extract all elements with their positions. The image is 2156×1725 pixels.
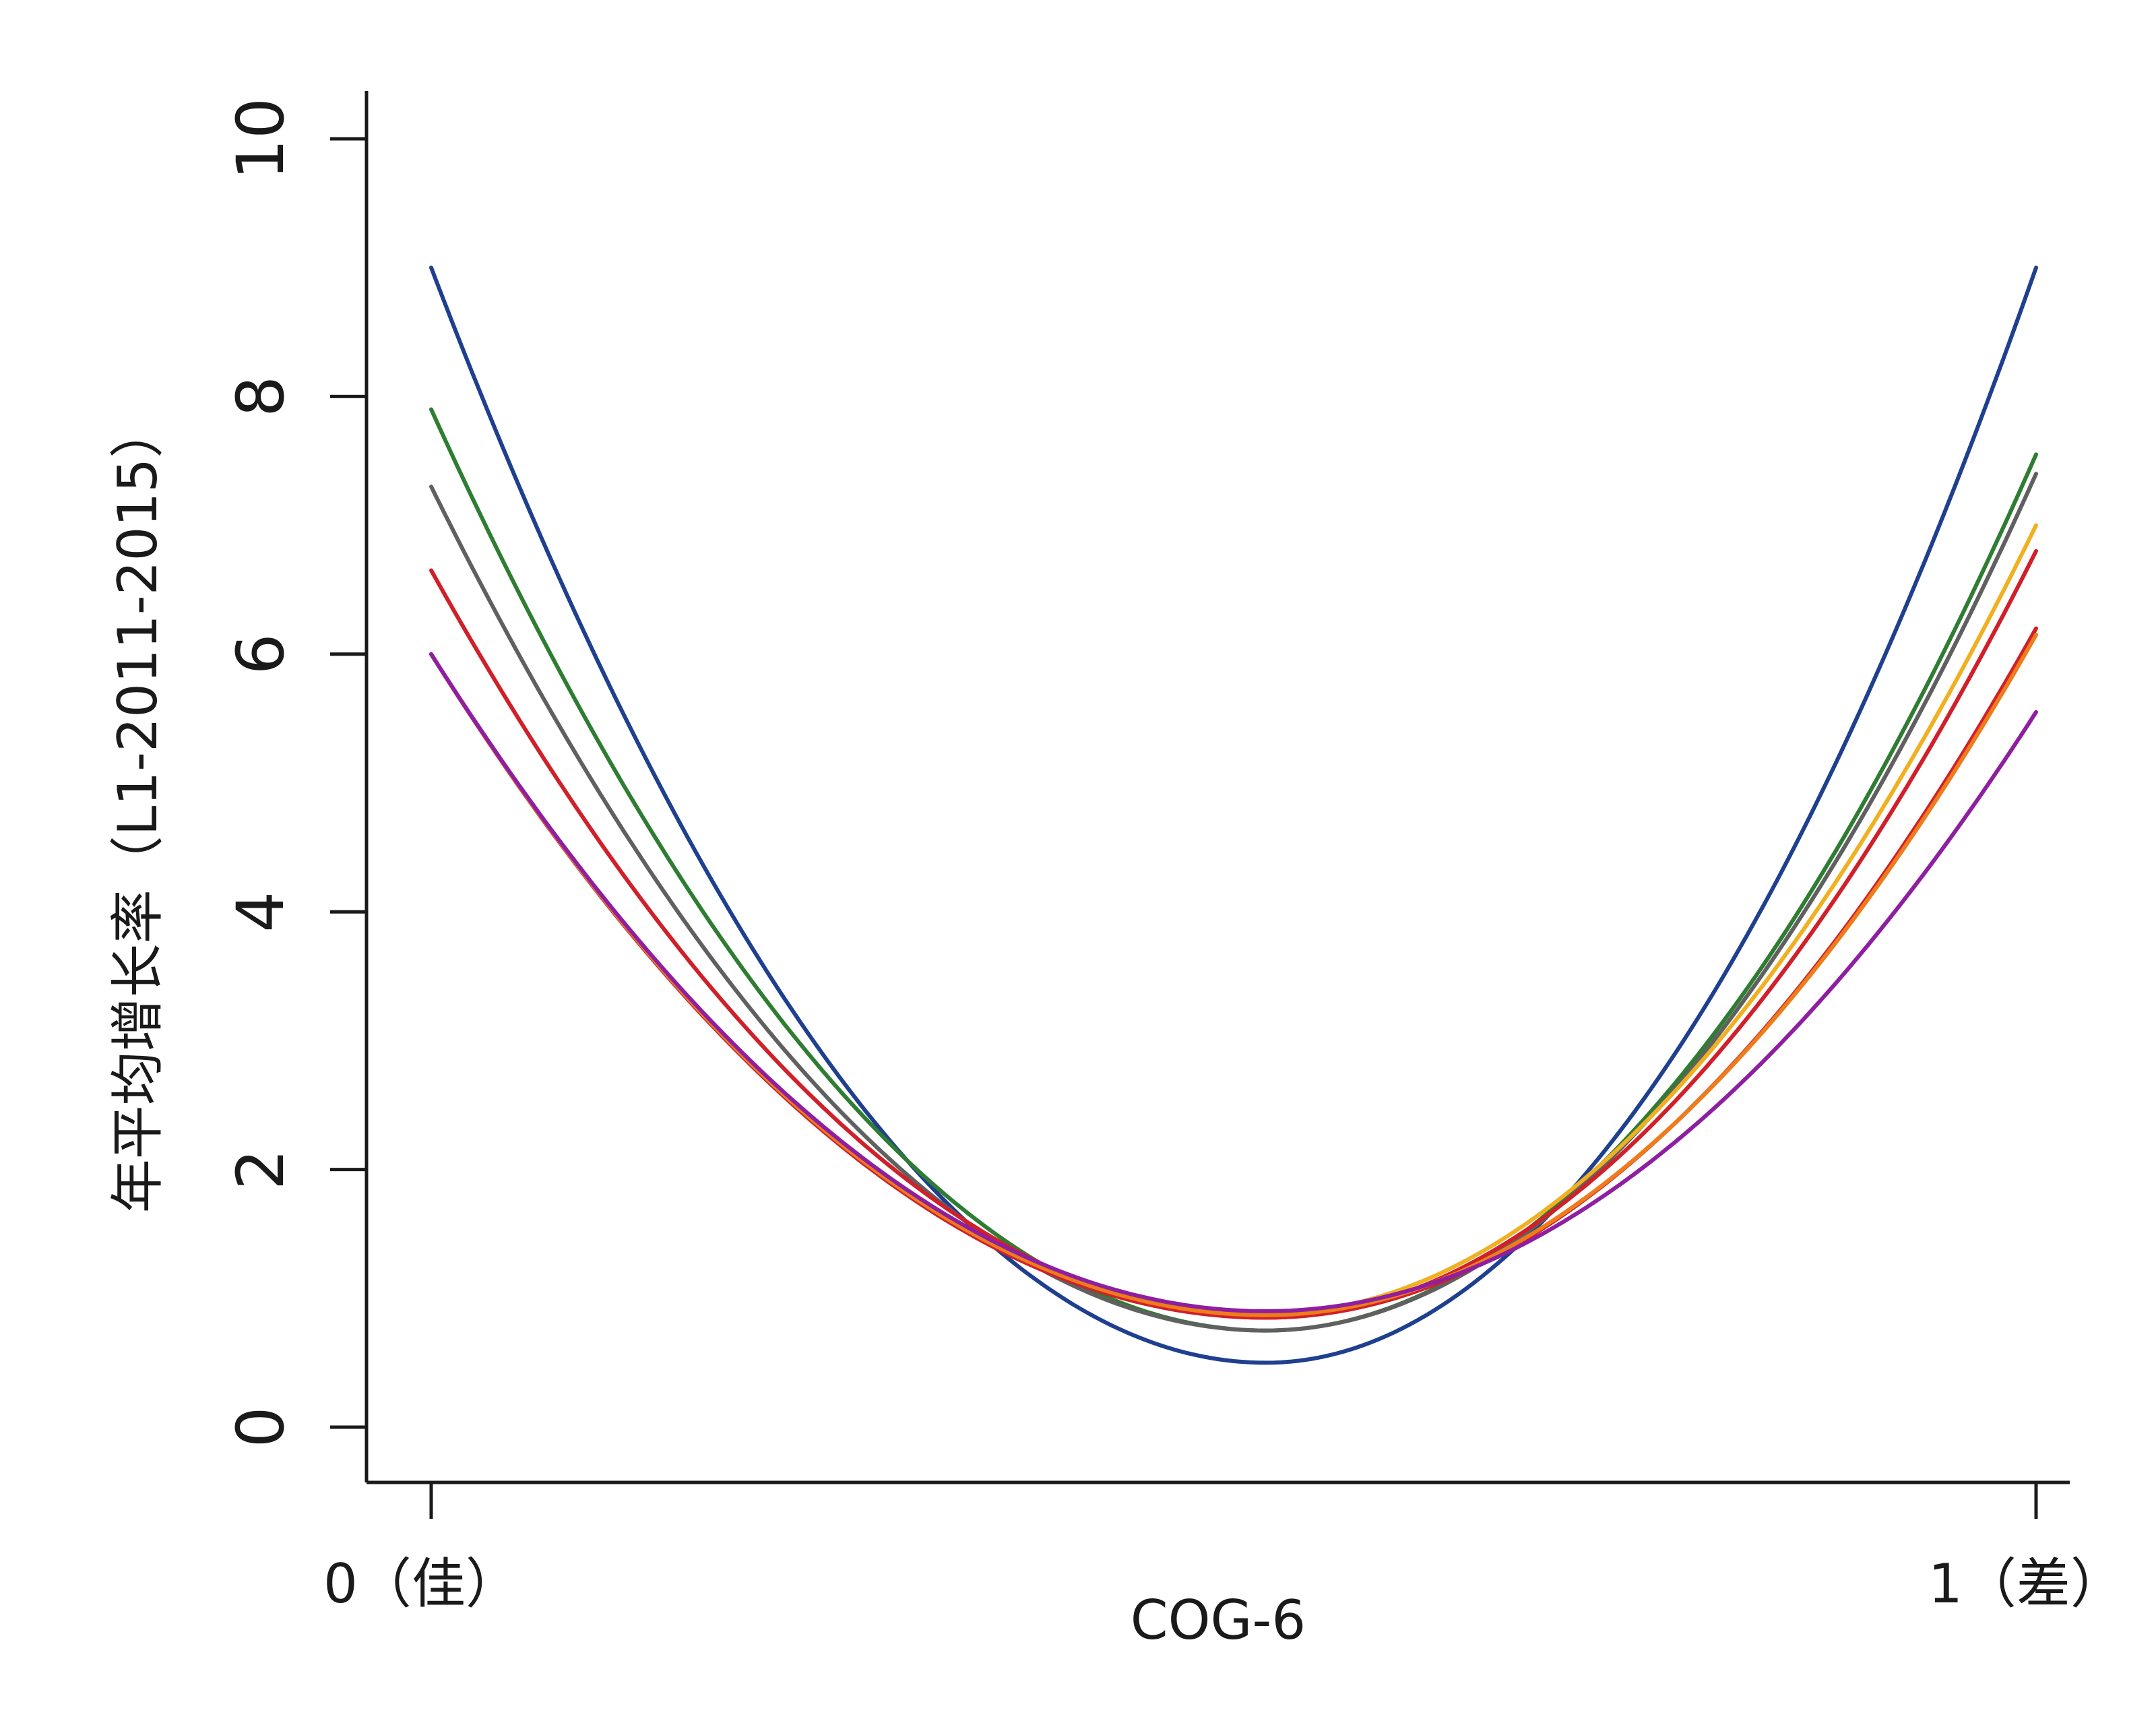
- series-line-5: [429, 626, 2038, 1320]
- series-line-0: [429, 265, 2038, 1365]
- y-tick-label-3: 6: [223, 633, 298, 675]
- y-tick-label-1: 2: [223, 1149, 298, 1190]
- axes: [364, 91, 2070, 1484]
- x-tick-label-1: 1（差）: [1928, 1552, 2124, 1615]
- series-line-4: [429, 548, 2038, 1320]
- y-tick-label-5: 10: [223, 98, 298, 180]
- series-line-7: [429, 652, 2038, 1313]
- x-ticks: 0（佳） 1（差）: [323, 1482, 2124, 1615]
- y-tick-label-2: 4: [223, 891, 298, 933]
- y-tick-label-4: 8: [223, 376, 298, 417]
- series-line-1: [429, 407, 2038, 1333]
- y-tick-label-0: 0: [223, 1406, 298, 1447]
- y-ticks: 0 2 4 6 8 10: [223, 98, 367, 1448]
- series-group: [429, 265, 2038, 1365]
- x-axis-title: COG-6: [1131, 1589, 1306, 1652]
- y-axis-title: 年平均增长率（L1-2011-2015）: [106, 404, 169, 1213]
- x-tick-label-0: 0（佳）: [323, 1552, 519, 1615]
- series-line-2: [429, 472, 2038, 1333]
- series-line-6: [429, 633, 2038, 1317]
